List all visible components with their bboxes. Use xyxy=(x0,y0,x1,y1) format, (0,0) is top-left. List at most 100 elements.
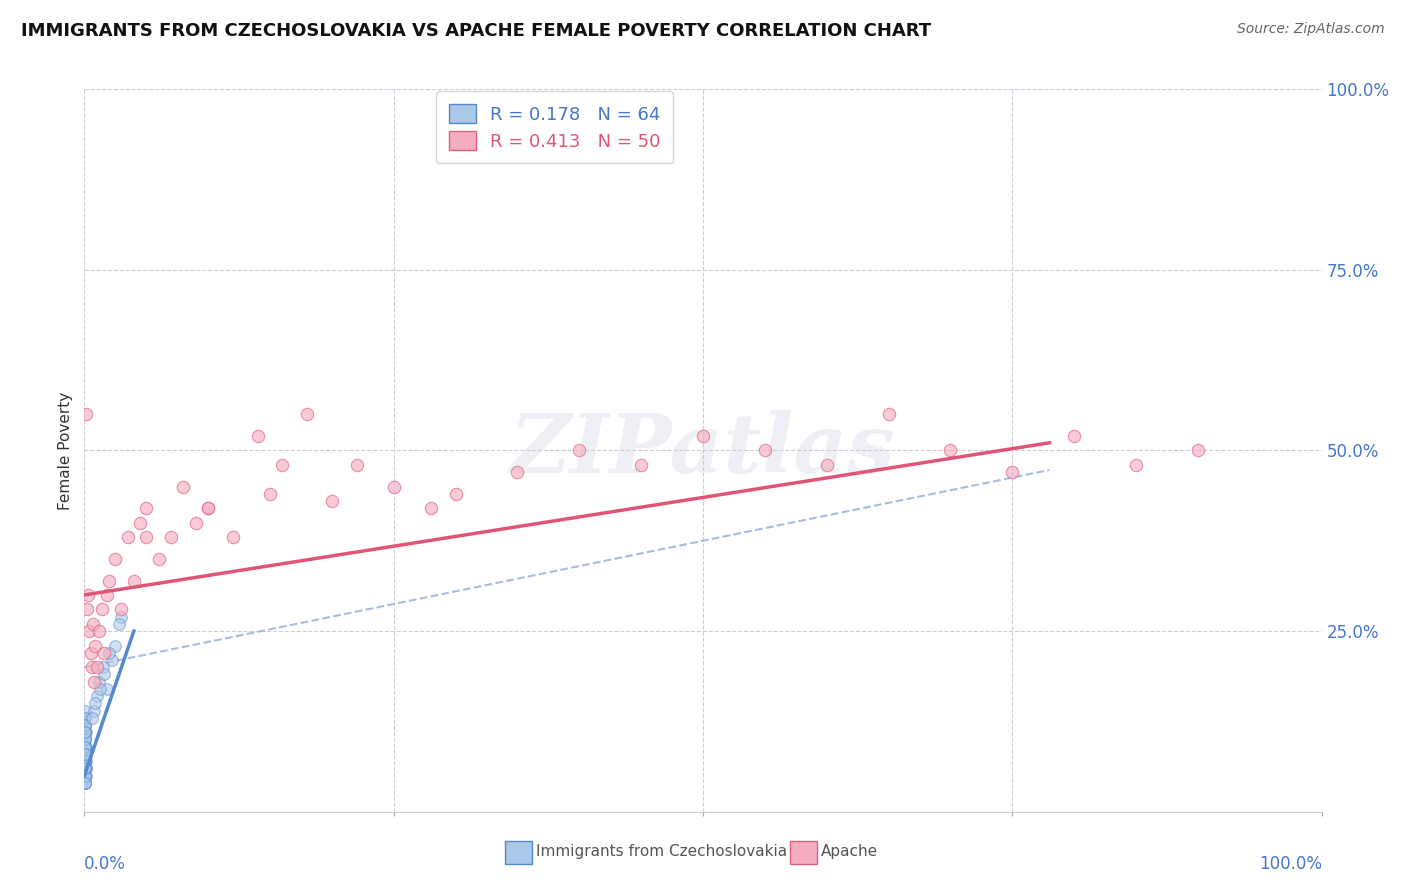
Point xyxy=(246,429,269,443)
Point xyxy=(75,761,97,775)
Point xyxy=(73,761,96,775)
Text: 0.0%: 0.0% xyxy=(84,855,127,873)
Point xyxy=(75,761,97,775)
Point xyxy=(75,769,97,783)
Point xyxy=(75,761,97,775)
Point xyxy=(73,776,96,790)
Point xyxy=(83,674,105,689)
Text: ZIPatlas: ZIPatlas xyxy=(510,410,896,491)
Point xyxy=(84,639,107,653)
Point xyxy=(271,458,294,472)
Point xyxy=(96,681,118,696)
Text: Source: ZipAtlas.com: Source: ZipAtlas.com xyxy=(1237,22,1385,37)
Point xyxy=(73,769,96,783)
Point xyxy=(96,588,118,602)
Point xyxy=(1001,465,1024,479)
Point xyxy=(1187,443,1209,458)
Point xyxy=(73,739,96,754)
Point xyxy=(73,769,96,783)
Point xyxy=(75,747,97,761)
Point xyxy=(1063,429,1085,443)
Point xyxy=(73,761,96,775)
Point xyxy=(73,718,96,732)
Point xyxy=(382,480,405,494)
Point xyxy=(79,624,101,639)
Point xyxy=(73,739,96,754)
Point xyxy=(75,754,97,768)
Point xyxy=(84,696,107,710)
Point xyxy=(73,718,96,732)
Point xyxy=(75,776,97,790)
Point xyxy=(135,501,157,516)
Point xyxy=(568,443,591,458)
Text: IMMIGRANTS FROM CZECHOSLOVAKIA VS APACHE FEMALE POVERTY CORRELATION CHART: IMMIGRANTS FROM CZECHOSLOVAKIA VS APACHE… xyxy=(21,22,931,40)
Point xyxy=(80,711,103,725)
Point xyxy=(86,689,108,703)
Point xyxy=(108,616,131,631)
Point xyxy=(75,747,97,761)
Point xyxy=(83,704,105,718)
Point xyxy=(98,646,121,660)
Point xyxy=(75,769,97,783)
Point xyxy=(75,407,97,421)
Point xyxy=(73,718,96,732)
Point xyxy=(73,732,96,747)
Legend: R = 0.178   N = 64, R = 0.413   N = 50: R = 0.178 N = 64, R = 0.413 N = 50 xyxy=(436,91,673,163)
Point xyxy=(73,754,96,768)
Point xyxy=(73,754,96,768)
Point xyxy=(73,754,96,768)
Point xyxy=(91,660,114,674)
Point xyxy=(73,769,96,783)
Point xyxy=(815,458,838,472)
Point xyxy=(160,530,183,544)
Point xyxy=(110,609,132,624)
Text: Immigrants from Czechoslovakia: Immigrants from Czechoslovakia xyxy=(536,844,787,859)
Point xyxy=(321,494,343,508)
Point xyxy=(89,681,111,696)
Point xyxy=(75,747,97,761)
Point xyxy=(89,624,111,639)
Point xyxy=(86,660,108,674)
Point xyxy=(1125,458,1147,472)
Point xyxy=(197,501,219,516)
Point xyxy=(73,754,96,768)
Point xyxy=(73,725,96,739)
Point xyxy=(73,732,96,747)
Point xyxy=(73,711,96,725)
Point xyxy=(73,725,96,739)
Point xyxy=(295,407,318,421)
Point xyxy=(75,732,97,747)
Point xyxy=(75,739,97,754)
Point xyxy=(346,458,368,472)
Y-axis label: Female Poverty: Female Poverty xyxy=(58,392,73,509)
Point xyxy=(75,747,97,761)
Point xyxy=(630,458,652,472)
Point xyxy=(75,725,97,739)
Point xyxy=(73,761,96,775)
Point xyxy=(172,480,194,494)
Point xyxy=(82,616,104,631)
Point xyxy=(73,704,96,718)
Point xyxy=(877,407,900,421)
Point xyxy=(135,530,157,544)
Point xyxy=(73,747,96,761)
Point xyxy=(75,754,97,768)
Point xyxy=(90,602,112,616)
Point xyxy=(148,551,170,566)
Point xyxy=(79,646,101,660)
Point xyxy=(73,776,96,790)
Point xyxy=(419,501,441,516)
Point xyxy=(89,674,111,689)
Point xyxy=(73,747,96,761)
Point xyxy=(98,574,121,588)
Point xyxy=(197,501,219,516)
Point xyxy=(184,516,207,530)
Point xyxy=(75,739,97,754)
Point xyxy=(506,465,529,479)
Point xyxy=(100,653,122,667)
Point xyxy=(80,660,103,674)
Point xyxy=(939,443,962,458)
FancyBboxPatch shape xyxy=(790,840,817,863)
Point xyxy=(692,429,714,443)
Point xyxy=(73,776,96,790)
